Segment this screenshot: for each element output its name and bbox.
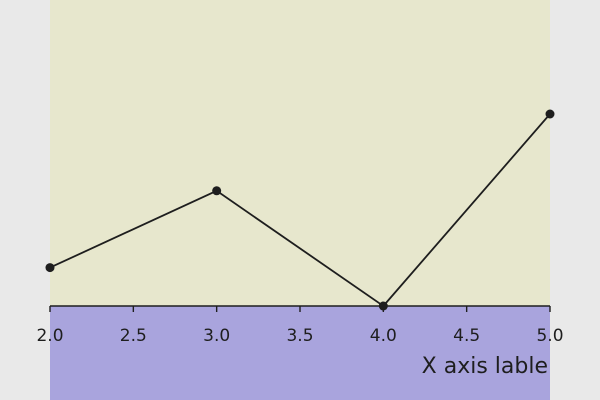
- data-point: [545, 109, 555, 119]
- data-point: [378, 301, 388, 311]
- series-line: [49, 113, 551, 308]
- data-point: [212, 186, 222, 196]
- x-axis-title: X axis lable: [421, 354, 548, 379]
- x-tick-label: 4.5: [453, 326, 480, 346]
- data-point: [45, 263, 55, 273]
- x-axis-panel: [50, 306, 550, 400]
- x-tick-label: 2.5: [120, 326, 147, 346]
- x-tick-label: 2.0: [36, 326, 63, 346]
- x-tick-label: 4.0: [370, 326, 397, 346]
- x-tick-label: 5.0: [536, 326, 563, 346]
- x-tick-label: 3.5: [286, 326, 313, 346]
- x-tick-label: 3.0: [203, 326, 230, 346]
- plot-area: [50, 0, 550, 306]
